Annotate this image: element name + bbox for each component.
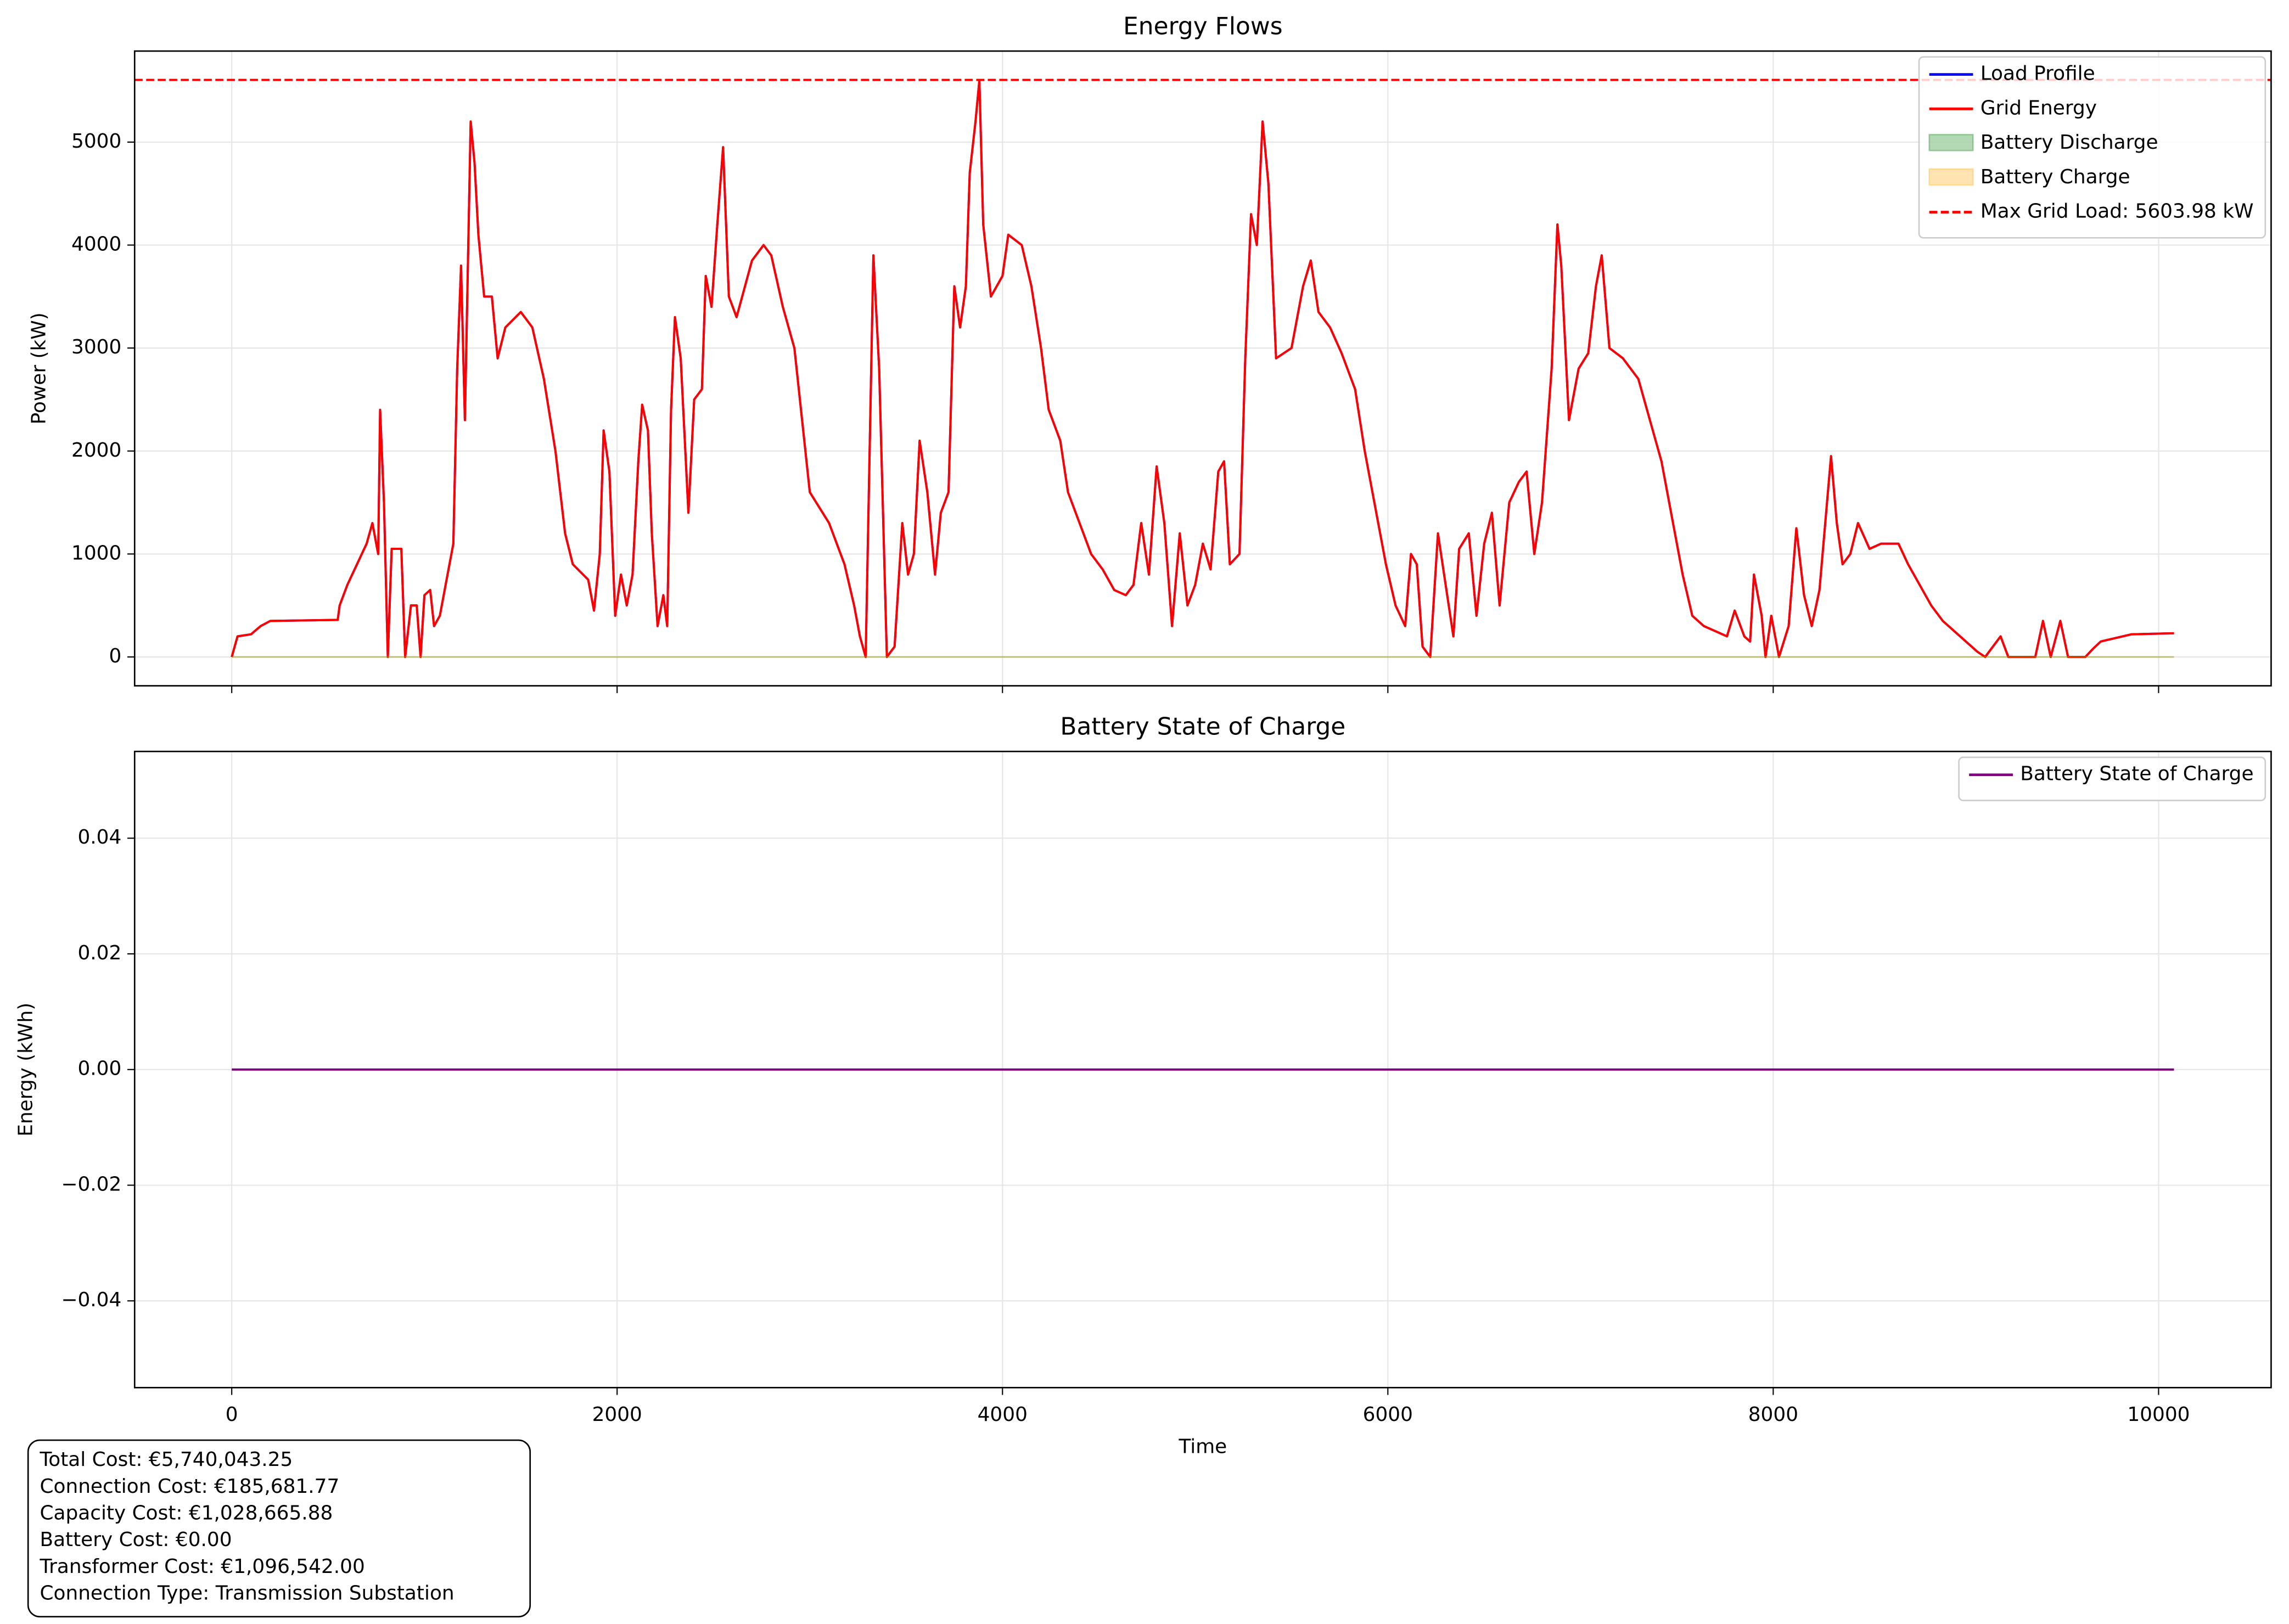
legend-swatch (1928, 133, 1974, 151)
legend-swatch (1928, 168, 1974, 186)
chart: 0 1000 2000 3000 4000 5000 Energy Flows Power (… (27, 13, 2272, 693)
y-tick-label: 1000 (71, 542, 121, 564)
x-tick-label: 4000 (978, 1403, 1028, 1426)
y-tick-label: 5000 (71, 130, 121, 153)
legend-box (1918, 56, 2266, 239)
cost-summary-line: Capacity Cost: €1,028,665.88 (40, 1502, 333, 1525)
y-tick-label: 0.00 (77, 1058, 121, 1080)
chart: 0 2000 4000 6000 8000 10000 −0.04 −0.02 0.00 0.02… (15, 713, 2272, 1458)
legend-label: Battery Charge (1981, 166, 2130, 188)
cost-summary-line: Connection Cost: €185,681.77 (40, 1475, 339, 1498)
x-tick-label: 8000 (1748, 1403, 1798, 1426)
plot-background (134, 51, 2271, 686)
legend-label: Battery State of Charge (2020, 763, 2253, 785)
cost-summary-line: Battery Cost: €0.00 (40, 1529, 232, 1551)
legend: Battery State of Charge (1958, 756, 2266, 801)
legend-label: Battery Discharge (1981, 131, 2158, 154)
cost-summary-box (27, 1439, 531, 1618)
cost-summary: Total Cost: €5,740,043.25 Connection Cost… (27, 1439, 531, 1618)
y-tick-label: −0.04 (61, 1289, 121, 1311)
x-tick-label: 6000 (1363, 1403, 1413, 1426)
legend: Load Profile Grid Energy Battery Discharge… (1918, 56, 2266, 239)
cost-summary-line: Connection Type: Transmission Substation (40, 1582, 454, 1604)
legend-label: Grid Energy (1981, 97, 2097, 119)
y-tick-label: −0.02 (61, 1173, 121, 1195)
x-tick-label: 2000 (592, 1403, 642, 1426)
y-axis-label: Power (kW) (27, 312, 50, 424)
y-tick-label: 0.04 (77, 826, 121, 848)
x-axis-label: Time (1178, 1435, 1227, 1458)
x-tick-label: 10000 (2127, 1403, 2190, 1426)
plot-frame (133, 50, 2272, 687)
x-tick-label: 0 (226, 1403, 238, 1426)
y-tick-label: 2000 (71, 439, 121, 462)
legend-box (1958, 756, 2266, 801)
y-tick-label: 4000 (71, 233, 121, 256)
legend-label: Load Profile (1981, 63, 2095, 85)
legend-label: Max Grid Load: 5603.98 kW (1981, 200, 2254, 223)
y-axis-label: Energy (kWh) (15, 1003, 37, 1137)
y-tick-label: 3000 (71, 336, 121, 358)
chart-title: Battery State of Charge (1060, 713, 1345, 741)
cost-summary-line: Transformer Cost: €1,096,542.00 (39, 1555, 364, 1578)
y-tick-label: 0.02 (77, 942, 121, 964)
line (231, 79, 2174, 658)
y-tick-label: 0 (109, 645, 122, 667)
cost-summary-line: Total Cost: €5,740,043.25 (39, 1448, 293, 1471)
chart-title: Energy Flows (1123, 13, 1282, 41)
